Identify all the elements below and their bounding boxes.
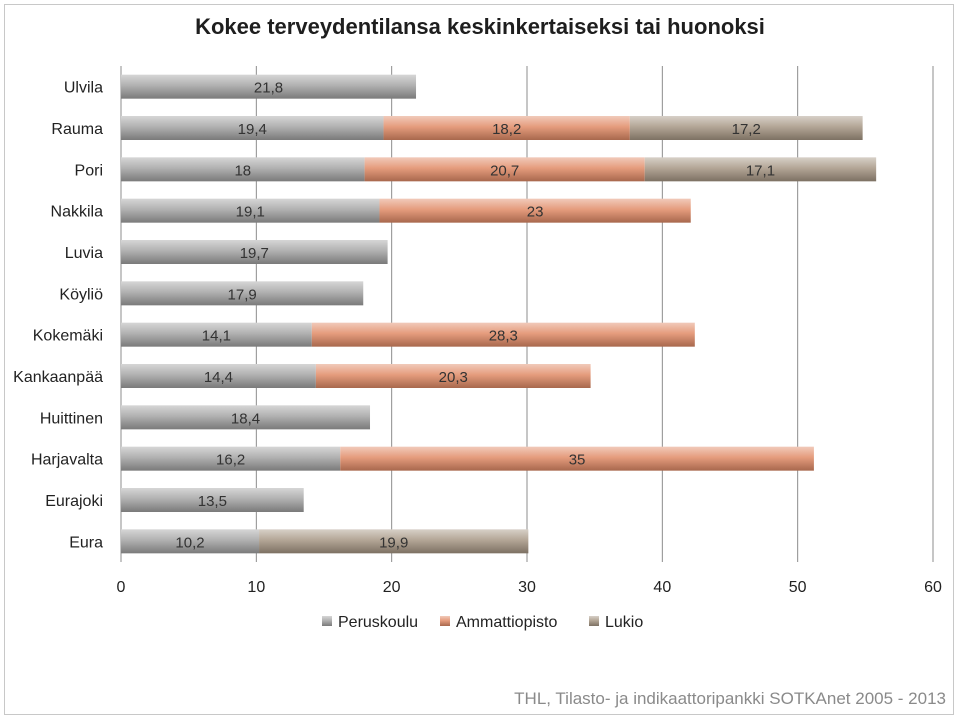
bar-segment (259, 529, 529, 554)
category-label: Harjavalta (31, 452, 103, 469)
bar-segment (121, 488, 304, 512)
category-label: Ulvila (64, 80, 103, 97)
category-label: Eurajoki (45, 493, 103, 510)
data-label: 19,9 (379, 534, 408, 551)
bar-segment (121, 116, 384, 140)
bar-segment (644, 157, 877, 182)
chart-frame (4, 4, 954, 715)
x-tick-label: 60 (924, 579, 942, 596)
data-label: 28,3 (489, 328, 518, 345)
bar-segment (311, 322, 695, 347)
legend-swatch (322, 616, 332, 626)
x-tick-label: 50 (789, 579, 807, 596)
legend-label: Ammattiopisto (456, 614, 557, 631)
bar-segment (121, 322, 312, 347)
data-label: 16,2 (216, 452, 245, 469)
bar-segment (383, 116, 630, 140)
category-label: Pori (75, 162, 103, 179)
category-label: Eura (69, 534, 103, 551)
data-label: 13,5 (198, 493, 227, 510)
chart-title: Kokee terveydentilansa keskinkertaiseksi… (195, 14, 765, 39)
bar-segment (121, 405, 371, 430)
data-label: 14,1 (202, 328, 231, 345)
bar-segment (629, 116, 863, 140)
legend-label: Lukio (605, 614, 643, 631)
bar-segment (379, 198, 691, 223)
source-note: THL, Tilasto- ja indikaattoripankki SOTK… (514, 689, 946, 708)
data-label: 17,9 (228, 286, 257, 303)
bar-segment (364, 157, 645, 182)
data-label: 20,3 (439, 369, 468, 386)
bar-segment (340, 446, 814, 471)
x-tick-label: 30 (518, 579, 536, 596)
x-tick-label: 40 (653, 579, 671, 596)
data-label: 35 (569, 452, 586, 469)
data-label: 14,4 (204, 369, 233, 386)
legend-swatch (589, 616, 599, 626)
x-tick-label: 0 (117, 579, 126, 596)
bar-segment (121, 157, 365, 182)
data-label: 17,2 (732, 121, 761, 138)
data-label: 18,2 (492, 121, 521, 138)
category-label: Rauma (51, 121, 103, 138)
bar-segment (121, 529, 260, 554)
data-label: 21,8 (254, 80, 283, 97)
bar-segment (121, 364, 316, 388)
category-label: Luvia (65, 245, 103, 262)
x-tick-label: 20 (383, 579, 401, 596)
category-label: Nakkila (51, 204, 104, 221)
category-label: Kankaanpää (13, 369, 103, 386)
data-label: 18,4 (231, 410, 260, 427)
x-tick-label: 10 (247, 579, 265, 596)
category-label: Kokemäki (33, 328, 103, 345)
category-label: Köyliö (59, 286, 103, 303)
bar-segment (121, 446, 341, 471)
legend-swatch (440, 616, 450, 626)
bar-segment (121, 74, 417, 99)
data-label: 19,7 (240, 245, 269, 262)
data-label: 20,7 (490, 162, 519, 179)
data-label: 23 (527, 204, 544, 221)
data-label: 19,1 (236, 204, 265, 221)
data-label: 19,4 (238, 121, 267, 138)
bar-segment (121, 240, 388, 264)
bar-segment (121, 281, 364, 306)
bar-segment (121, 198, 380, 223)
category-label: Huittinen (40, 410, 103, 427)
data-label: 18 (234, 162, 251, 179)
data-label: 17,1 (746, 162, 775, 179)
data-label: 10,2 (175, 534, 204, 551)
legend-label: Peruskoulu (338, 614, 418, 631)
bar-segment (315, 364, 591, 388)
